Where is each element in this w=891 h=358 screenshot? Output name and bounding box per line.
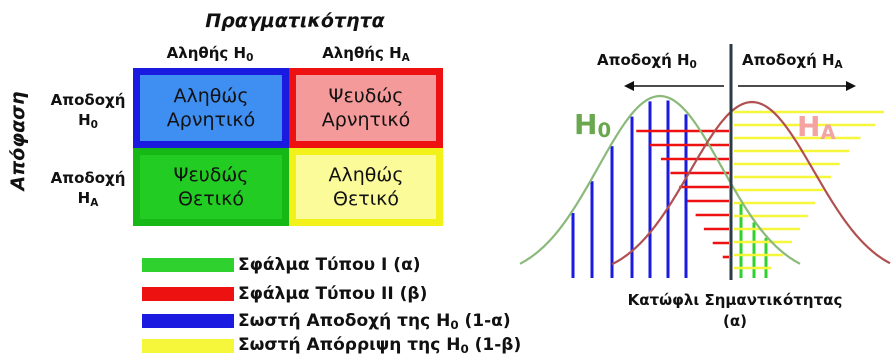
accept-ha-label: Αποδοχή HA	[742, 51, 843, 71]
cell-true-negative: Αληθώς Αρνητικό	[133, 68, 289, 148]
column-header-true-ha: Αληθής HA	[322, 44, 410, 64]
legend-label-correct-reject: Σωστή Απόρριψη της H0 (1-β)	[238, 335, 522, 356]
h0-distribution-label: H0	[574, 108, 612, 142]
ha-distribution-label: HA	[797, 110, 836, 144]
significance-threshold-label: Κατώφλι Σημαντικότητας (α)	[627, 291, 843, 330]
reality-title: Πραγματικότητα	[205, 10, 385, 32]
legend-label-type2: Σφάλμα Τύπου II (β)	[238, 284, 428, 304]
cell-false-negative: Ψευδώς Αρνητικό	[289, 68, 443, 148]
column-header-true-h0: Αληθής H0	[166, 44, 254, 64]
accept-h0-label: Αποδοχή H0	[597, 51, 697, 71]
row-header-accept-ha: Αποδοχή HA	[50, 169, 126, 209]
legend-swatch-correct-reject	[142, 339, 234, 353]
legend-label-correct-accept: Σωστή Αποδοχή της H0 (1-α)	[238, 311, 511, 332]
legend-swatch-type2	[142, 287, 234, 301]
legend-swatch-type1	[142, 258, 234, 272]
accept-ha-arrowhead	[846, 81, 856, 91]
row-header-accept-h0: Αποδοχή H0	[50, 91, 126, 131]
h0-curve	[519, 94, 801, 265]
legend-swatch-correct-accept	[142, 314, 234, 328]
ha-curve	[611, 100, 891, 266]
accept-h0-arrowhead	[624, 81, 634, 91]
cell-false-positive: Ψευδώς Θετικό	[133, 148, 289, 226]
cell-true-positive: Αληθώς Θετικό	[289, 148, 443, 226]
legend-label-type1: Σφάλμα Τύπου I (α)	[238, 255, 421, 275]
